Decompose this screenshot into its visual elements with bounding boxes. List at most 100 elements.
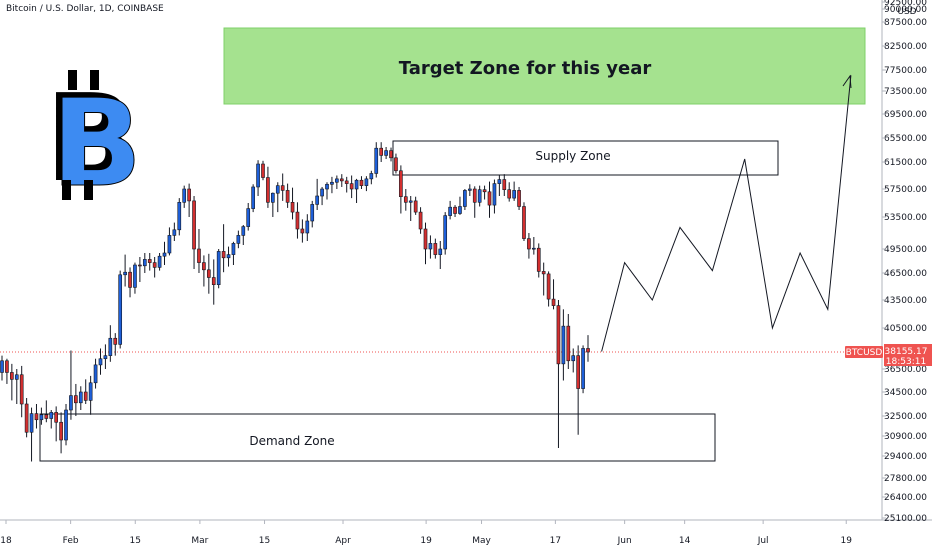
- candle: [123, 254, 127, 287]
- candle-body-up: [477, 189, 482, 203]
- candle: [413, 196, 418, 215]
- time-tick-label: 19: [841, 536, 853, 546]
- price-tag-symbol-bg: [845, 346, 883, 358]
- candle: [177, 198, 182, 236]
- candle-body-down: [487, 191, 492, 206]
- candle-body-down: [187, 188, 191, 202]
- candle-body-down: [24, 403, 29, 433]
- price-tick-label: 40500.00: [884, 324, 927, 334]
- candle: [551, 279, 556, 310]
- candle-body-down: [5, 360, 9, 373]
- candle-body-up: [39, 414, 44, 421]
- candle: [576, 345, 580, 435]
- price-tick-label: 43500.00: [884, 296, 927, 306]
- candle: [408, 196, 413, 221]
- candle-body-down: [413, 200, 418, 213]
- candle: [24, 398, 29, 438]
- candle: [246, 203, 251, 231]
- candle-body-down: [54, 412, 58, 423]
- candle-body-up: [172, 229, 177, 236]
- candle: [556, 300, 561, 448]
- candle: [44, 400, 49, 423]
- candle-body-down: [280, 185, 285, 191]
- candle: [266, 166, 270, 208]
- time-tick-label: May: [472, 536, 491, 546]
- candle-body-up: [251, 186, 255, 209]
- candle-body-up: [133, 264, 137, 288]
- candle-body-up: [463, 190, 467, 207]
- candle: [88, 375, 93, 415]
- candle-body-up: [374, 147, 379, 174]
- candle-body-down: [389, 150, 393, 159]
- candle-body-down: [221, 251, 226, 259]
- price-tag-bg: [884, 344, 932, 366]
- chart-title: Bitcoin / U.S. Dollar, 1D, COINBASE: [6, 4, 164, 14]
- forecast-arrowhead: [842, 74, 852, 89]
- candle-body-up: [443, 215, 448, 250]
- candle-body-down: [34, 413, 39, 421]
- candle: [206, 253, 211, 294]
- candle-body-down: [522, 206, 526, 239]
- price-tick-label: 34500.00: [884, 388, 927, 398]
- bitcoin-logo-bar: [90, 70, 99, 90]
- candle: [472, 186, 477, 218]
- candle-body-up: [369, 173, 374, 180]
- candle-body-down: [74, 395, 78, 404]
- candle: [364, 176, 369, 192]
- candle: [271, 192, 275, 217]
- candle: [310, 200, 315, 228]
- time-tick-label: Jun: [617, 536, 632, 546]
- candle-body-up: [167, 235, 172, 254]
- candle: [335, 175, 339, 189]
- time-tick-label: Feb: [63, 536, 79, 546]
- price-tick-label: 26400.00: [884, 493, 927, 503]
- candlestick-series: [0, 142, 590, 462]
- candle-body-down: [10, 372, 14, 380]
- candle-body-up: [14, 374, 19, 380]
- candle: [379, 142, 384, 162]
- time-tick-label: Jul: [757, 536, 769, 546]
- price-tick-label: 49500.00: [884, 245, 927, 255]
- candle-body-up: [49, 412, 54, 419]
- candle: [162, 241, 167, 265]
- candle: [142, 253, 147, 273]
- candle-body-up: [320, 188, 324, 197]
- current-price-value: 38155.17: [885, 347, 928, 357]
- candle: [231, 241, 236, 265]
- candle-body-up: [177, 202, 182, 231]
- time-axis-ticks: 18 Feb 15 Mar 15 Apr 19 May 17 Jun 14 Jul 19: [0, 520, 852, 546]
- demand-zone-label: Demand Zone: [249, 434, 334, 448]
- candle: [290, 187, 295, 220]
- candle: [275, 182, 280, 213]
- candle-body-down: [546, 273, 551, 300]
- candle: [512, 181, 516, 201]
- candle: [349, 175, 354, 199]
- candle: [172, 222, 177, 241]
- candle: [566, 314, 571, 369]
- price-axis-bg: [882, 0, 932, 520]
- candle: [5, 358, 9, 384]
- candle: [187, 183, 191, 217]
- candle: [147, 253, 152, 271]
- candle: [108, 325, 113, 362]
- candle-body-up: [561, 325, 566, 365]
- candle: [167, 227, 172, 256]
- supply-zone: [392, 140, 779, 176]
- price-tick-label: 82500.00: [884, 42, 927, 52]
- candle-body-up: [325, 183, 329, 190]
- candle-body-down: [300, 228, 305, 234]
- supply-zone-label: Supply Zone: [535, 149, 610, 163]
- candle-body-up: [241, 226, 246, 236]
- candle: [241, 225, 246, 245]
- candle-body-down: [211, 277, 216, 285]
- candle-body-up: [492, 183, 497, 206]
- candle-body-up: [305, 220, 310, 234]
- candle-body-down: [339, 178, 344, 182]
- candle: [399, 165, 403, 214]
- candle-body-up: [497, 179, 502, 184]
- candle-body-up: [315, 195, 319, 205]
- candle-body-up: [330, 181, 334, 185]
- candle: [453, 205, 457, 217]
- time-tick-label: 18: [0, 536, 12, 546]
